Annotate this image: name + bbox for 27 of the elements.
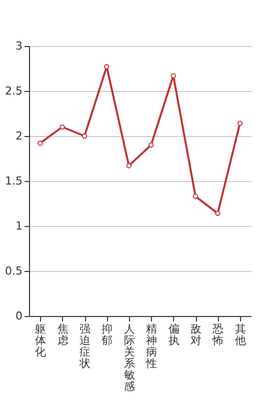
y-tick-label: 2 (16, 130, 22, 142)
point (170, 73, 176, 78)
x-tick-label: 强迫症状 (78, 322, 90, 370)
x-tick-label: 焦虑 (57, 322, 68, 347)
point (82, 133, 88, 139)
y-tick-label: 1 (16, 220, 22, 232)
x-tick-label: 敌对 (190, 322, 202, 347)
point (215, 210, 220, 216)
point (126, 163, 132, 168)
y-tick-label: 3 (16, 40, 22, 52)
x-tick-label: 其他 (234, 322, 246, 347)
y-tick-label: 0.5 (5, 264, 22, 278)
x-tick-label: 恐怖 (212, 322, 224, 347)
x-tick-label: 精神病性 (145, 322, 158, 370)
y-tick-label: 2.5 (5, 84, 22, 98)
x-tick-label: 偏执 (168, 322, 180, 347)
x-tick-label: 躯体化 (35, 322, 46, 358)
x-tick-label: 人际关系敏感 (124, 322, 135, 393)
point (37, 140, 43, 146)
y-tick-label: 1.5 (5, 174, 22, 188)
point (237, 120, 243, 126)
x-tick-label: 抑郁 (102, 322, 113, 347)
point (104, 64, 110, 70)
point (60, 124, 65, 130)
point (148, 142, 154, 148)
point (192, 194, 198, 199)
y-tick-label: 0 (16, 310, 22, 322)
